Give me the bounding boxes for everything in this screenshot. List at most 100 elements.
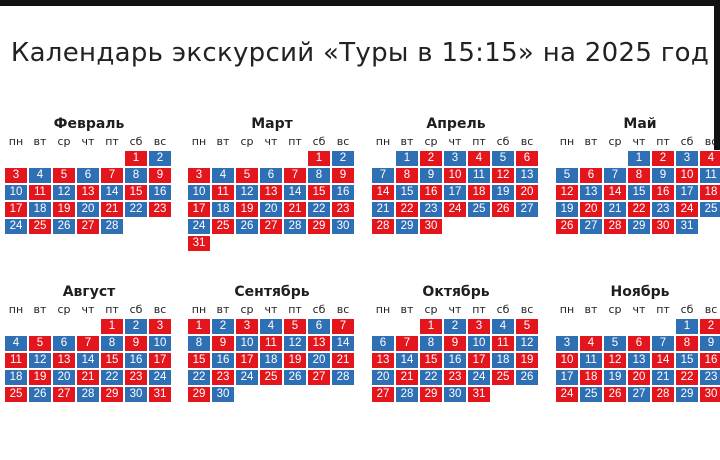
day-cell: 19 [516, 353, 538, 368]
day-cell: 18 [700, 185, 720, 200]
day-cell: 26 [53, 219, 75, 234]
weekday-header: ср [57, 135, 71, 148]
empty-cell [5, 151, 27, 166]
day-cell: 22 [308, 202, 330, 217]
day-cell: 25 [492, 370, 514, 385]
day-cell: 26 [236, 219, 258, 234]
day-cell: 6 [580, 168, 602, 183]
day-cell: 6 [628, 336, 650, 351]
weekday-header: пт [105, 303, 119, 316]
day-cell: 9 [420, 168, 442, 183]
day-cell: 1 [420, 319, 442, 334]
day-cell: 19 [604, 370, 626, 385]
day-cell: 5 [29, 336, 51, 351]
day-cell: 15 [125, 185, 147, 200]
day-cell: 23 [332, 202, 354, 217]
day-cell: 9 [444, 336, 466, 351]
day-cell: 15 [420, 353, 442, 368]
day-cell: 13 [53, 353, 75, 368]
day-cell: 7 [372, 168, 394, 183]
weekday-header: ср [240, 135, 254, 148]
day-cell: 24 [556, 387, 578, 402]
weekday-header: вс [704, 303, 718, 316]
weekday-header: вт [400, 303, 414, 316]
day-cell: 28 [372, 219, 394, 234]
weekday-header: сб [496, 135, 510, 148]
day-cell: 23 [652, 202, 674, 217]
empty-cell [29, 151, 51, 166]
day-cell: 20 [53, 370, 75, 385]
weekday-header: пт [656, 303, 670, 316]
day-cell: 25 [29, 219, 51, 234]
weekday-header: вс [520, 135, 534, 148]
day-cell: 29 [188, 387, 210, 402]
day-cell: 12 [29, 353, 51, 368]
day-cell: 1 [676, 319, 698, 334]
day-cell: 24 [149, 370, 171, 385]
day-cell: 18 [5, 370, 27, 385]
day-cell: 2 [652, 151, 674, 166]
day-cell: 29 [308, 219, 330, 234]
day-cell: 16 [149, 185, 171, 200]
day-cell: 25 [5, 387, 27, 402]
day-cell: 20 [260, 202, 282, 217]
day-cell: 13 [260, 185, 282, 200]
day-cell: 19 [236, 202, 258, 217]
day-cell: 12 [516, 336, 538, 351]
day-cell: 11 [212, 185, 234, 200]
day-cell: 3 [444, 151, 466, 166]
day-cell: 27 [260, 219, 282, 234]
day-cell: 31 [468, 387, 490, 402]
day-cell: 12 [556, 185, 578, 200]
month-days-grid: пн вт ср чт пт сб вс 1 2 3 4 5 6 7 8 9 10 11 12 13 14 15 16 17 1… [372, 134, 540, 234]
month-calendar: Ноябрь пн вт ср чт пт сб вс 1 2 3 4 5 6 7 8 9 10 11 12 13 14 1… [556, 282, 720, 402]
day-cell: 10 [468, 336, 490, 351]
weekday-header: пт [656, 135, 670, 148]
day-cell: 11 [492, 336, 514, 351]
day-cell: 8 [188, 336, 210, 351]
day-cell: 23 [212, 370, 234, 385]
day-cell: 7 [332, 319, 354, 334]
day-cell: 25 [260, 370, 282, 385]
day-cell: 23 [420, 202, 442, 217]
month-calendar: Март пн вт ср чт пт сб вс 1 2 3 4 5 6 7 8 9 10 11 12 13 14 15 1… [188, 114, 356, 251]
weekday-header: пт [288, 303, 302, 316]
day-cell: 24 [444, 202, 466, 217]
day-cell: 18 [260, 353, 282, 368]
weekday-header: вт [33, 135, 47, 148]
day-cell: 5 [236, 168, 258, 183]
day-cell: 26 [29, 387, 51, 402]
weekday-header: ср [57, 303, 71, 316]
day-cell: 11 [5, 353, 27, 368]
weekday-header: сб [680, 303, 694, 316]
empty-cell [284, 151, 306, 166]
day-cell: 16 [700, 353, 720, 368]
day-cell: 29 [628, 219, 650, 234]
day-cell: 19 [556, 202, 578, 217]
day-cell: 4 [5, 336, 27, 351]
weekday-header: сб [680, 135, 694, 148]
weekday-header: чт [448, 303, 462, 316]
month-calendar: Октябрь пн вт ср чт пт сб вс 1 2 3 4 5 6 7 8 9 10 11 12 13 14… [372, 282, 540, 402]
day-cell: 5 [556, 168, 578, 183]
day-cell: 7 [101, 168, 123, 183]
day-cell: 3 [5, 168, 27, 183]
weekday-header: пн [559, 303, 575, 316]
day-cell: 8 [628, 168, 650, 183]
day-cell: 1 [396, 151, 418, 166]
weekday-header: пн [375, 135, 391, 148]
weekday-header: ср [608, 135, 622, 148]
day-cell: 28 [77, 387, 99, 402]
day-cell: 13 [372, 353, 394, 368]
day-cell: 23 [700, 370, 720, 385]
day-cell: 24 [236, 370, 258, 385]
day-cell: 22 [676, 370, 698, 385]
weekday-header: вс [520, 303, 534, 316]
weekday-header: чт [632, 303, 646, 316]
empty-cell [260, 151, 282, 166]
weekday-header: ср [240, 303, 254, 316]
weekday-header: вт [400, 135, 414, 148]
day-cell: 29 [676, 387, 698, 402]
day-cell: 4 [492, 319, 514, 334]
day-cell: 27 [308, 370, 330, 385]
